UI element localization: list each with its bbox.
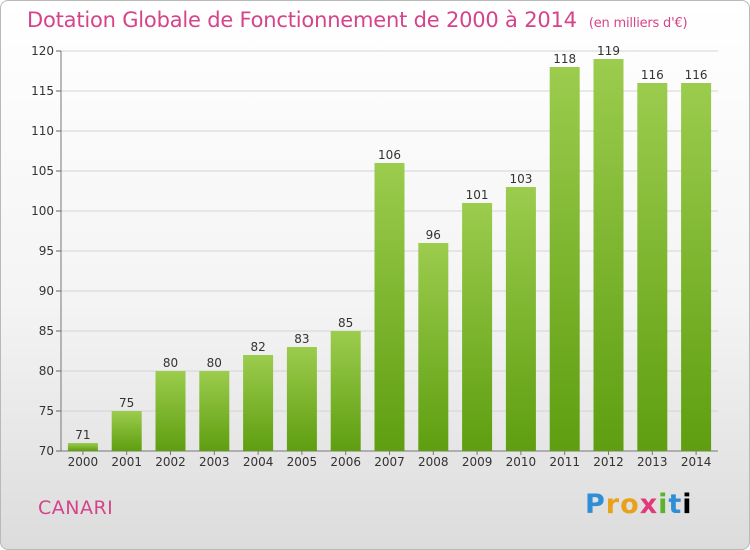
bar (111, 411, 142, 451)
data-label: 116 (685, 68, 708, 82)
bar (330, 331, 361, 451)
bar (549, 67, 580, 451)
x-tick-label: 2003 (199, 455, 230, 469)
data-label: 80 (163, 356, 178, 370)
y-tick-labels: 70 75 80 85 90 95 100 105 110 115 120 (31, 44, 61, 458)
data-label: 118 (553, 52, 576, 66)
y-tick-label: 105 (31, 164, 54, 178)
bar (374, 163, 405, 451)
data-label: 85 (338, 316, 353, 330)
data-labels: 71 75 80 80 82 83 85 106 96 101 103 118 119 116 116 (75, 44, 707, 442)
bar (593, 59, 624, 451)
y-tick-label: 85 (39, 324, 54, 338)
bar (418, 243, 449, 451)
y-tick-label: 110 (31, 124, 54, 138)
bar (155, 371, 186, 451)
bar (199, 371, 230, 451)
unit-label: (en milliers d'€) (588, 16, 688, 31)
y-tick-label: 70 (39, 444, 54, 458)
x-tick-label: 2005 (287, 455, 318, 469)
x-tick-label: 2011 (549, 455, 580, 469)
x-tick-label: 2001 (111, 455, 142, 469)
title-text: Dotation Globale de Fonctionnement de 20… (27, 8, 577, 32)
data-label: 71 (75, 428, 90, 442)
x-tick-label: 2008 (418, 455, 449, 469)
x-tick-label: 2004 (243, 455, 274, 469)
x-tick-label: 2000 (68, 455, 99, 469)
data-label: 101 (466, 188, 489, 202)
proxiti-logo[interactable]: Proxiti (585, 489, 693, 520)
bars (67, 59, 712, 451)
x-tick-label: 2014 (681, 455, 712, 469)
data-label: 103 (509, 172, 532, 186)
x-tick-label: 2013 (637, 455, 668, 469)
data-label: 75 (119, 396, 134, 410)
bar (286, 347, 317, 451)
chart-title: Dotation Globale de Fonctionnement de 20… (27, 8, 688, 32)
y-tick-label: 90 (39, 284, 54, 298)
y-tick-label: 80 (39, 364, 54, 378)
bar (505, 187, 536, 451)
data-label: 119 (597, 44, 620, 58)
x-tick-label: 2012 (593, 455, 624, 469)
y-tick-label: 95 (39, 244, 54, 258)
y-tick-label: 115 (31, 84, 54, 98)
bar (67, 443, 98, 451)
y-tick-label: 120 (31, 44, 54, 58)
data-label: 96 (426, 228, 441, 242)
y-tick-label: 75 (39, 404, 54, 418)
data-label: 83 (294, 332, 309, 346)
x-tick-label: 2009 (462, 455, 493, 469)
data-label: 116 (641, 68, 664, 82)
y-tick-label: 100 (31, 204, 54, 218)
bar (637, 83, 668, 451)
x-tick-label: 2006 (330, 455, 361, 469)
commune-name: CANARI (38, 497, 114, 519)
data-label: 106 (378, 148, 401, 162)
bar (462, 203, 493, 451)
data-label: 80 (207, 356, 222, 370)
x-tick-label: 2002 (155, 455, 186, 469)
x-tick-labels: 2000 2001 2002 2003 2004 2005 2006 2007 2008 2009… (68, 451, 712, 469)
bar (681, 83, 712, 451)
data-label: 82 (250, 340, 265, 354)
bar (243, 355, 274, 451)
x-tick-label: 2010 (506, 455, 537, 469)
x-tick-label: 2007 (374, 455, 405, 469)
